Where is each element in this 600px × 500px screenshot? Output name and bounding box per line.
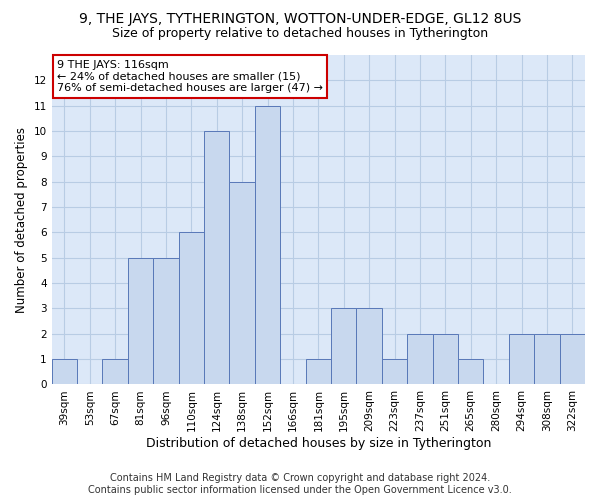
Bar bbox=[509, 334, 534, 384]
X-axis label: Distribution of detached houses by size in Tytherington: Distribution of detached houses by size … bbox=[146, 437, 491, 450]
Bar bbox=[560, 334, 585, 384]
Bar bbox=[204, 131, 229, 384]
Text: Size of property relative to detached houses in Tytherington: Size of property relative to detached ho… bbox=[112, 28, 488, 40]
Bar bbox=[305, 359, 331, 384]
Bar bbox=[382, 359, 407, 384]
Bar bbox=[458, 359, 484, 384]
Text: 9, THE JAYS, TYTHERINGTON, WOTTON-UNDER-EDGE, GL12 8US: 9, THE JAYS, TYTHERINGTON, WOTTON-UNDER-… bbox=[79, 12, 521, 26]
Bar bbox=[153, 258, 179, 384]
Bar bbox=[179, 232, 204, 384]
Bar bbox=[433, 334, 458, 384]
Bar bbox=[331, 308, 356, 384]
Bar bbox=[52, 359, 77, 384]
Y-axis label: Number of detached properties: Number of detached properties bbox=[15, 126, 28, 312]
Bar bbox=[255, 106, 280, 384]
Bar bbox=[128, 258, 153, 384]
Text: Contains HM Land Registry data © Crown copyright and database right 2024.
Contai: Contains HM Land Registry data © Crown c… bbox=[88, 474, 512, 495]
Bar bbox=[229, 182, 255, 384]
Bar bbox=[103, 359, 128, 384]
Bar bbox=[356, 308, 382, 384]
Bar bbox=[407, 334, 433, 384]
Text: 9 THE JAYS: 116sqm
← 24% of detached houses are smaller (15)
76% of semi-detache: 9 THE JAYS: 116sqm ← 24% of detached hou… bbox=[57, 60, 323, 93]
Bar bbox=[534, 334, 560, 384]
